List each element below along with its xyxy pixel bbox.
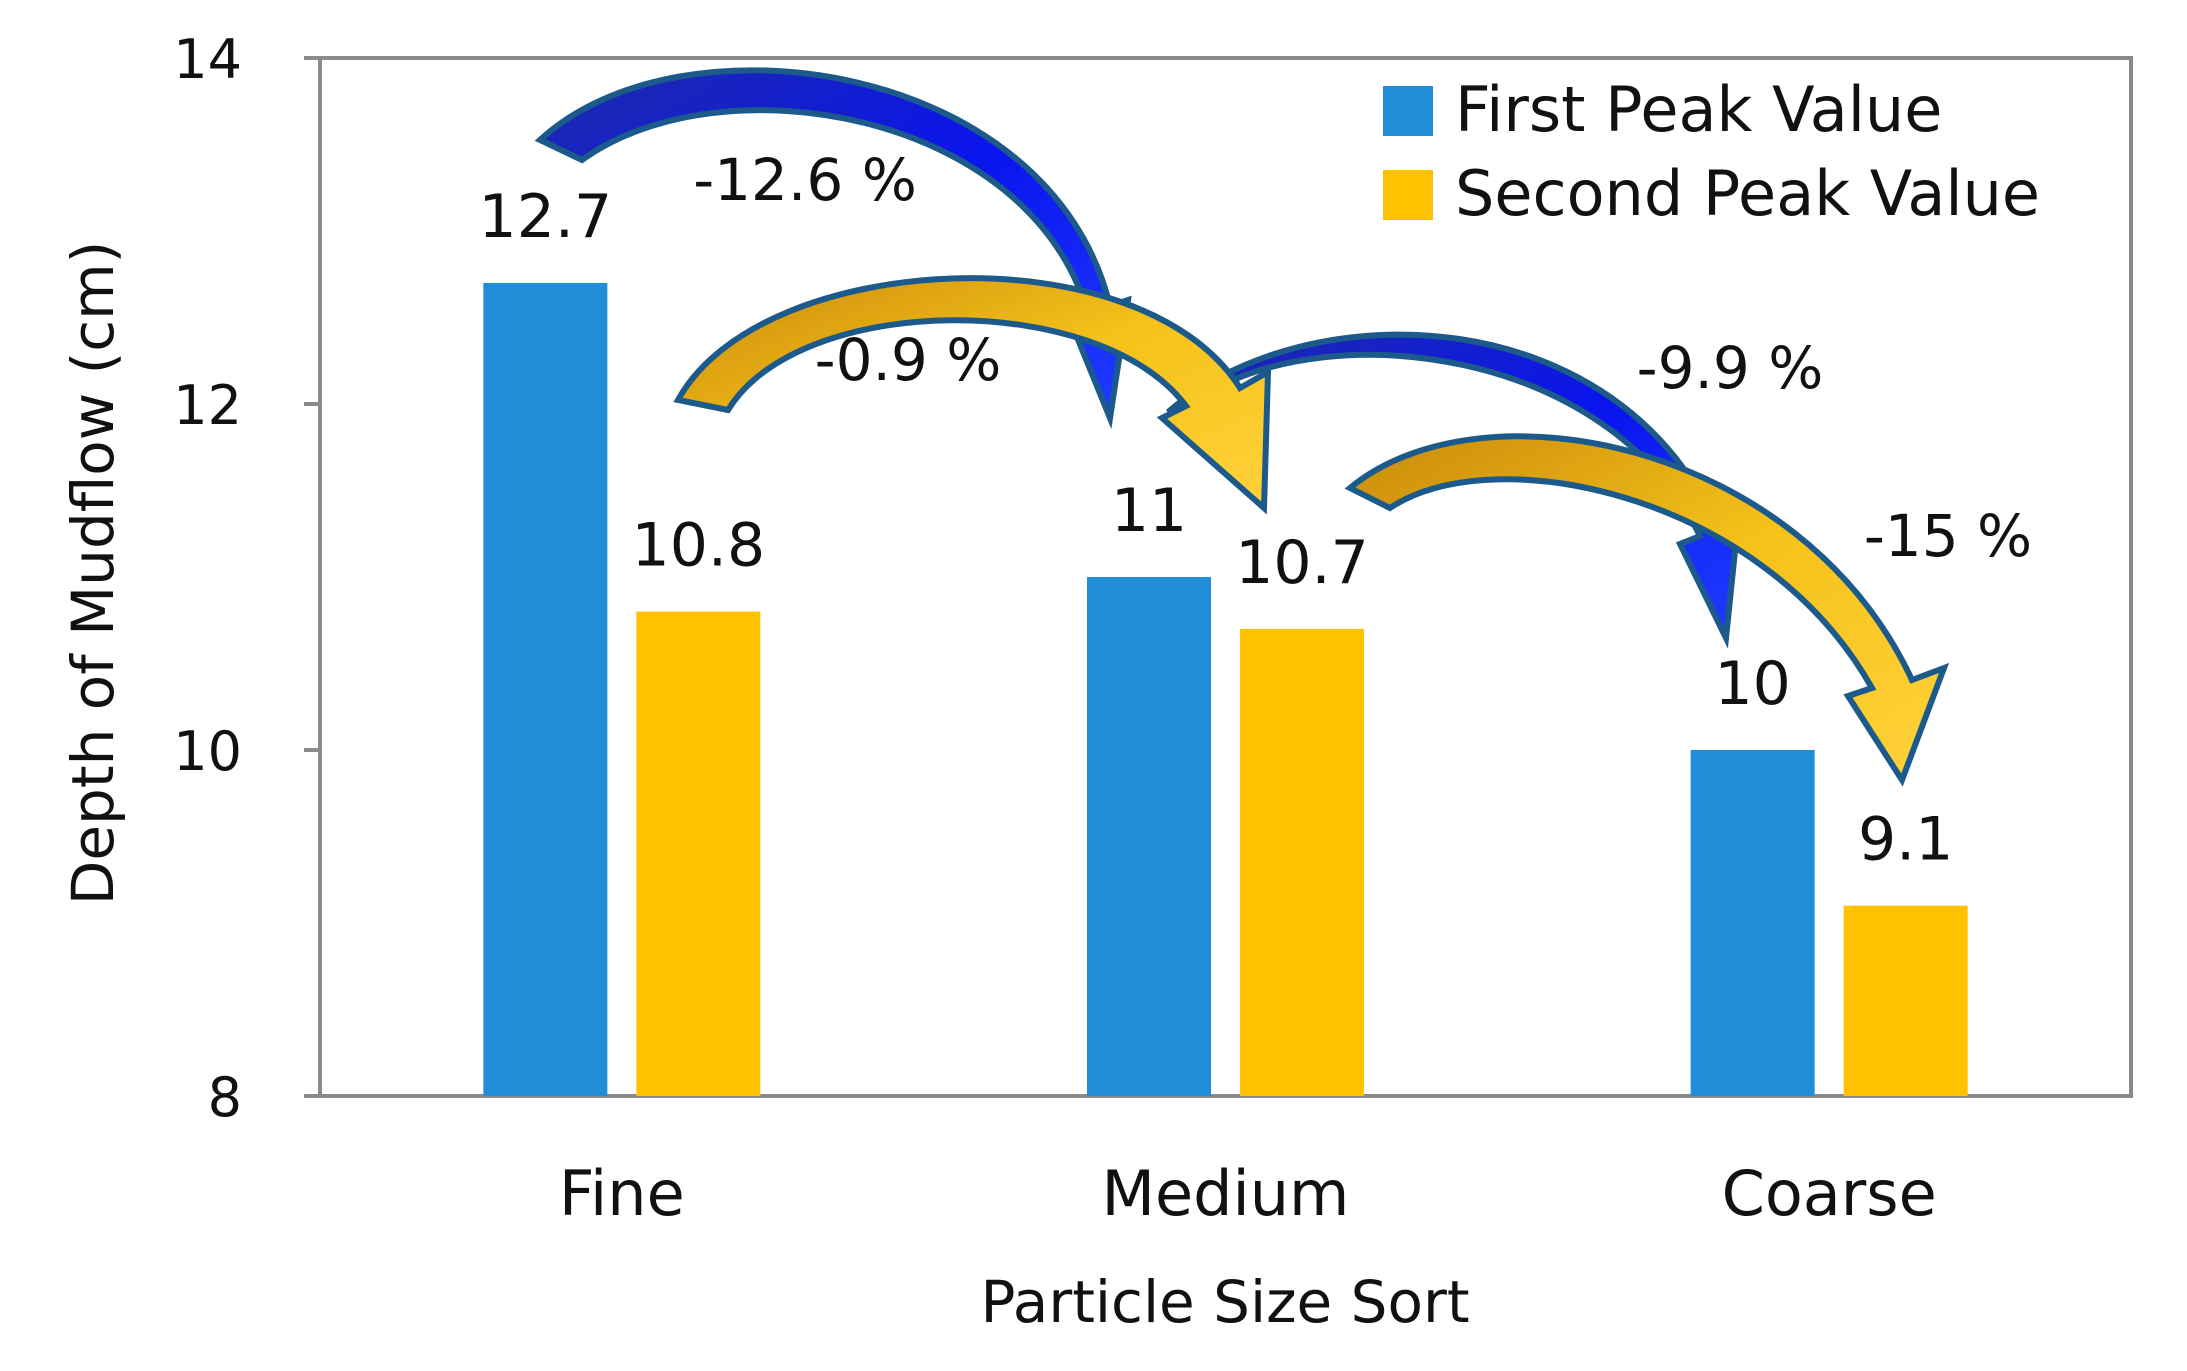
legend-label-first-peak: First Peak Value [1455, 73, 1942, 146]
legend: First Peak Value Second Peak Value [1383, 73, 2040, 230]
y-tick-label: 10 [173, 720, 242, 783]
x-category-label: Medium [1102, 1157, 1350, 1230]
x-axis: Fine Medium Coarse [559, 1157, 1937, 1230]
plot-area-border [318, 56, 2133, 1098]
x-category-label: Fine [559, 1157, 685, 1230]
bar-value-label: 10.8 [632, 511, 766, 581]
legend-swatch-second-peak [1383, 170, 1433, 220]
y-axis-title: Depth of Mudflow (cm) [59, 241, 127, 906]
bars-group [483, 282, 1968, 1096]
change-arrows [534, 67, 1950, 787]
bar-value-label: 11 [1111, 476, 1187, 546]
pct-change-label: -9.9 % [1637, 334, 1824, 402]
x-axis-title: Particle Size Sort [980, 1268, 1469, 1336]
legend-swatch-first-peak [1383, 86, 1433, 136]
pct-change-label: -0.9 % [815, 326, 1002, 394]
bar-value-label: 9.1 [1858, 805, 1953, 875]
pct-change-label: -12.6 % [693, 146, 917, 214]
bar-medium-second-peak [1240, 628, 1364, 1096]
arrow-second-fine-to-medium [673, 275, 1272, 515]
y-tick-label: 14 [173, 28, 242, 91]
bar-medium-first-peak [1087, 577, 1211, 1096]
bar-value-label: 10 [1714, 649, 1790, 719]
arrow-first-medium-to-coarse [1166, 331, 1742, 649]
legend-label-second-peak: Second Peak Value [1455, 157, 2040, 230]
y-tick-label: 8 [208, 1066, 242, 1129]
arrow-first-fine-to-medium [534, 67, 1132, 430]
y-tick-label: 12 [173, 374, 242, 437]
pct-change-label: -15 % [1864, 502, 2032, 570]
bar-value-label: 10.7 [1235, 528, 1369, 598]
x-category-label: Coarse [1722, 1157, 1937, 1230]
data-labels-group: 12.7 10.8 11 10.7 10 9.1 [479, 182, 1954, 875]
bar-fine-second-peak [636, 611, 761, 1096]
bar-coarse-first-peak [1690, 750, 1815, 1096]
y-axis: 8 10 12 14 [173, 28, 320, 1129]
bar-coarse-second-peak [1843, 905, 1968, 1096]
bar-value-label: 12.7 [479, 182, 613, 252]
arrow-second-medium-to-coarse [1344, 433, 1950, 787]
bar-fine-first-peak [483, 282, 608, 1096]
